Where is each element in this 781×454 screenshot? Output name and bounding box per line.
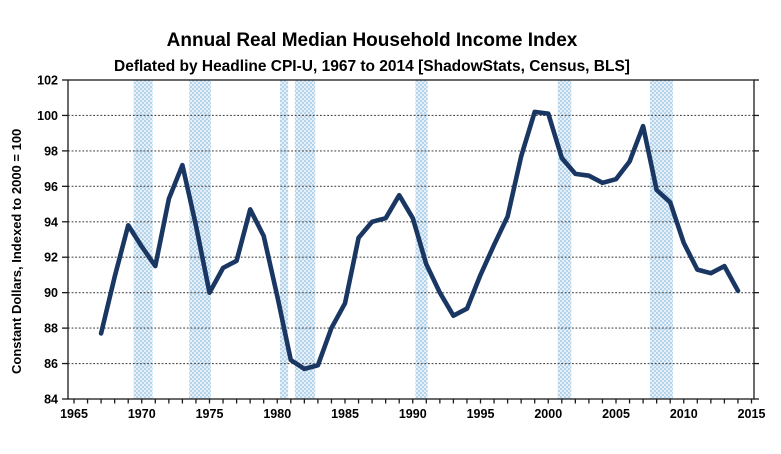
x-tick-label: 1965 — [60, 407, 88, 421]
y-tick-label: 96 — [44, 180, 58, 194]
x-tick-label: 2015 — [738, 407, 766, 421]
chart-subtitle: Deflated by Headline CPI-U, 1967 to 2014… — [114, 58, 630, 75]
chart-title: Annual Real Median Household Income Inde… — [166, 30, 578, 51]
x-tick-label: 1990 — [399, 407, 427, 421]
x-tick-label: 2010 — [670, 407, 698, 421]
recession-band — [415, 80, 428, 399]
y-tick-label: 92 — [44, 251, 58, 265]
tick-marks — [62, 79, 759, 404]
x-tick-label: 2000 — [534, 407, 562, 421]
y-tick-label: 94 — [44, 215, 58, 229]
x-tick-label: 2005 — [602, 407, 630, 421]
recession-band — [279, 80, 289, 399]
chart-header: Annual Real Median Household Income Inde… — [0, 0, 744, 76]
y-tick-label: 90 — [44, 286, 58, 300]
y-tick-label: 88 — [44, 322, 58, 336]
recession-band — [294, 80, 316, 399]
x-tick-label: 1975 — [196, 407, 224, 421]
y-tick-label: 86 — [44, 357, 58, 371]
recession-bands — [133, 80, 673, 399]
plot-border — [67, 79, 755, 400]
y-tick-label: 98 — [44, 144, 58, 158]
gridlines — [68, 114, 754, 365]
x-tick-label: 1985 — [331, 407, 359, 421]
y-tick-label: 84 — [44, 393, 58, 407]
x-tick-label: 1995 — [467, 407, 495, 421]
y-tick-label: 100 — [37, 109, 58, 123]
x-tick-label: 1970 — [128, 407, 156, 421]
y-tick-label: 102 — [37, 74, 58, 88]
income-line — [98, 109, 741, 372]
recession-band — [133, 80, 153, 399]
axis-labels: 84 86 88 90 92 94 96 98 100 102 1965 1970 1975 1980 19… — [37, 74, 765, 422]
recession-band — [557, 80, 572, 399]
x-tick-label: 1980 — [263, 407, 291, 421]
recession-band — [649, 80, 673, 399]
